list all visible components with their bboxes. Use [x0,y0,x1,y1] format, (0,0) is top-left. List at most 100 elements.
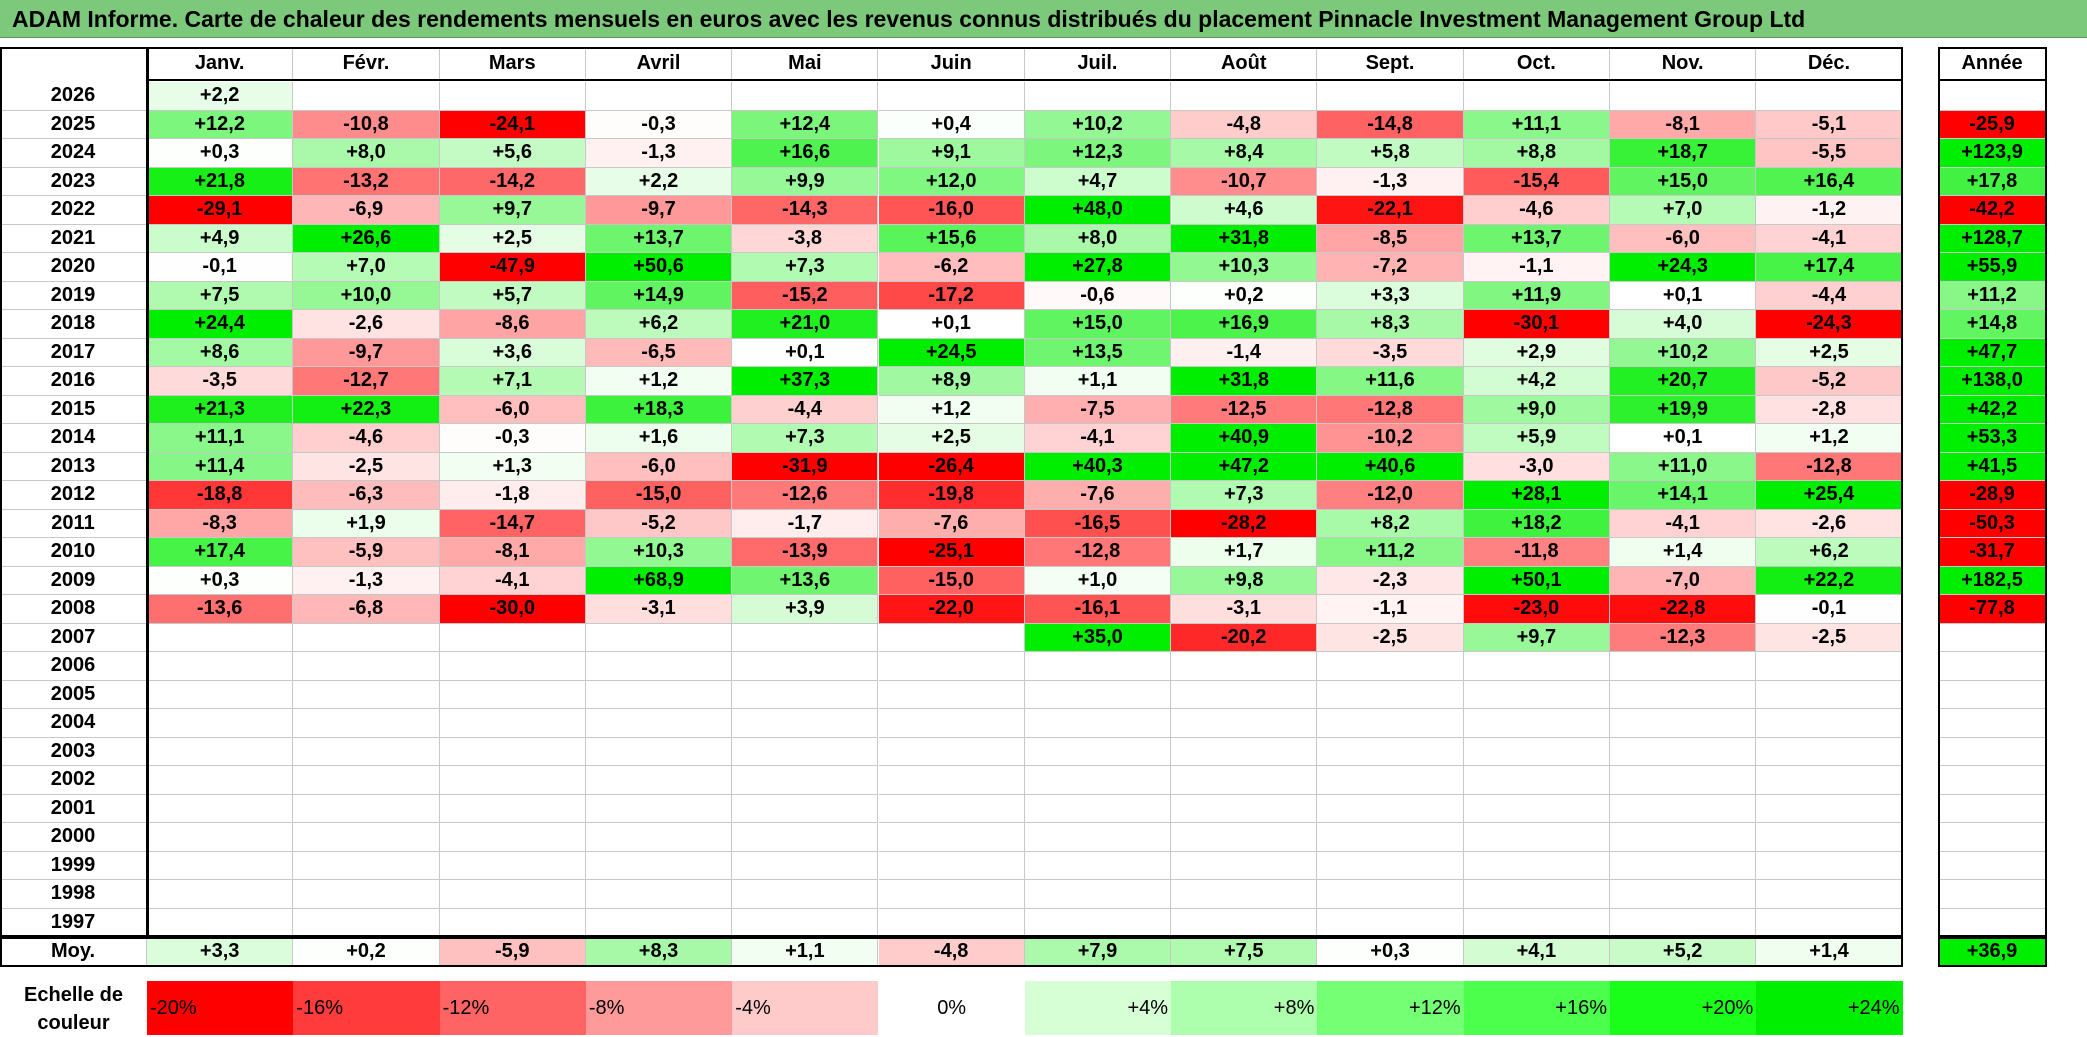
heatmap-cell: +11,0 [1610,452,1757,481]
year-label: 2001 [0,794,147,823]
heatmap-cell [1463,766,1610,795]
heatmap-cell: +8,4 [1171,139,1318,168]
heatmap-cell [732,709,879,738]
heatmap-cell [1024,680,1172,709]
annual-cell: +14,8 [1938,310,2047,339]
annual-cell: +17,8 [1938,167,2047,196]
heatmap-cell [1610,680,1757,709]
heatmap-cell: -6,9 [293,196,440,225]
heatmap-cell [585,766,733,795]
heatmap-cell [1610,851,1757,880]
heatmap-cell: -2,6 [293,310,440,339]
heatmap-cell: +11,4 [147,452,294,481]
heatmap-cell: -4,6 [293,424,440,453]
heatmap-cell: +0,1 [732,338,879,367]
heatmap-cell [1756,652,1903,681]
year-label: 2012 [0,481,147,510]
heatmap-cell: -4,1 [1756,224,1903,253]
heatmap-cell [439,82,586,111]
heatmap-cell: -1,1 [1317,595,1464,624]
heatmap-cell: -4,8 [1171,110,1318,139]
year-label: 2023 [0,167,147,196]
heatmap-cell [1171,851,1318,880]
heatmap-cell [1024,652,1172,681]
heatmap-cell: +15,0 [1610,167,1757,196]
heatmap-cell [1463,680,1610,709]
heatmap-cell: -3,1 [585,595,733,624]
heatmap-cell [1463,652,1610,681]
heatmap-cell: +13,7 [1463,224,1610,253]
avg-cell: -5,9 [439,937,586,967]
heatmap-cell [585,623,733,652]
heatmap-cell: -24,1 [439,110,586,139]
heatmap-cell [1610,766,1757,795]
heatmap-cell: +12,3 [1024,139,1172,168]
heatmap-cell: +9,7 [439,196,586,225]
heatmap-cell [439,794,586,823]
heatmap-cell: +2,2 [585,167,733,196]
heatmap-cell: +5,9 [1463,424,1610,453]
color-scale-value: +16% [1555,996,1607,1019]
heatmap-cell: +7,3 [732,424,879,453]
avg-cell: +0,2 [293,937,440,967]
heatmap-cell: +16,9 [1171,310,1318,339]
heatmap-cell [439,823,586,852]
chart-title: ADAM Informe. Carte de chaleur des rende… [0,0,2087,38]
heatmap-cell: -13,6 [147,595,294,624]
heatmap-cell: +3,3 [1317,281,1464,310]
avg-cell: +5,2 [1610,937,1757,967]
heatmap-cell [732,82,879,111]
heatmap-cell [1463,709,1610,738]
year-label: 2006 [0,652,147,681]
color-scale-swatch: -4% [732,981,879,1035]
heatmap-cell [147,880,294,909]
month-header: Juin [878,47,1025,81]
heatmap-cell: -7,5 [1024,395,1172,424]
heatmap-cell [878,737,1025,766]
heatmap-cell [585,680,733,709]
annual-cell [1938,709,2047,738]
heatmap-cell: +8,3 [1317,310,1464,339]
heatmap-cell: -4,4 [1756,281,1903,310]
color-scale-swatch: 0% [878,981,1025,1035]
heatmap-cell [293,709,440,738]
color-scale-value: +20% [1701,996,1754,1019]
heatmap-cell [1756,82,1903,111]
annual-cell [1938,766,2047,795]
heatmap-cell: -11,8 [1463,538,1610,567]
heatmap-cell [1024,709,1172,738]
heatmap-cell: -16,1 [1024,595,1172,624]
heatmap-cell: +14,1 [1610,481,1757,510]
heatmap-cell [147,709,294,738]
month-header: Sept. [1317,47,1464,81]
heatmap-cell: +12,0 [878,167,1025,196]
heatmap-cell: -12,7 [293,367,440,396]
heatmap-cell: -7,2 [1317,253,1464,282]
heatmap-cell [878,82,1025,111]
heatmap-cell [732,766,879,795]
heatmap-cell: +4,7 [1024,167,1172,196]
heatmap-cell: +9,7 [1463,623,1610,652]
annual-cell [1938,680,2047,709]
heatmap-cell: +0,1 [1610,281,1757,310]
annual-cell [1938,737,2047,766]
heatmap-cell: -17,2 [878,281,1025,310]
heatmap-cell [147,623,294,652]
heatmap-cell: -2,5 [1756,623,1903,652]
heatmap-cell [439,623,586,652]
heatmap-cell: -5,2 [1756,367,1903,396]
heatmap-cell [439,880,586,909]
year-label: 2020 [0,253,147,282]
heatmap-cell: +4,6 [1171,196,1318,225]
heatmap-cell: -4,1 [439,566,586,595]
heatmap-cell: -6,0 [439,395,586,424]
heatmap-cell: +5,8 [1317,139,1464,168]
heatmap-cell: +37,3 [732,367,879,396]
heatmap-cell: +0,2 [1171,281,1318,310]
heatmap-cell [293,823,440,852]
heatmap-cell: +40,3 [1024,452,1172,481]
heatmap-cell [1171,766,1318,795]
color-scale-value: -8% [588,996,625,1019]
heatmap-cell [147,680,294,709]
heatmap-cell [1317,680,1464,709]
